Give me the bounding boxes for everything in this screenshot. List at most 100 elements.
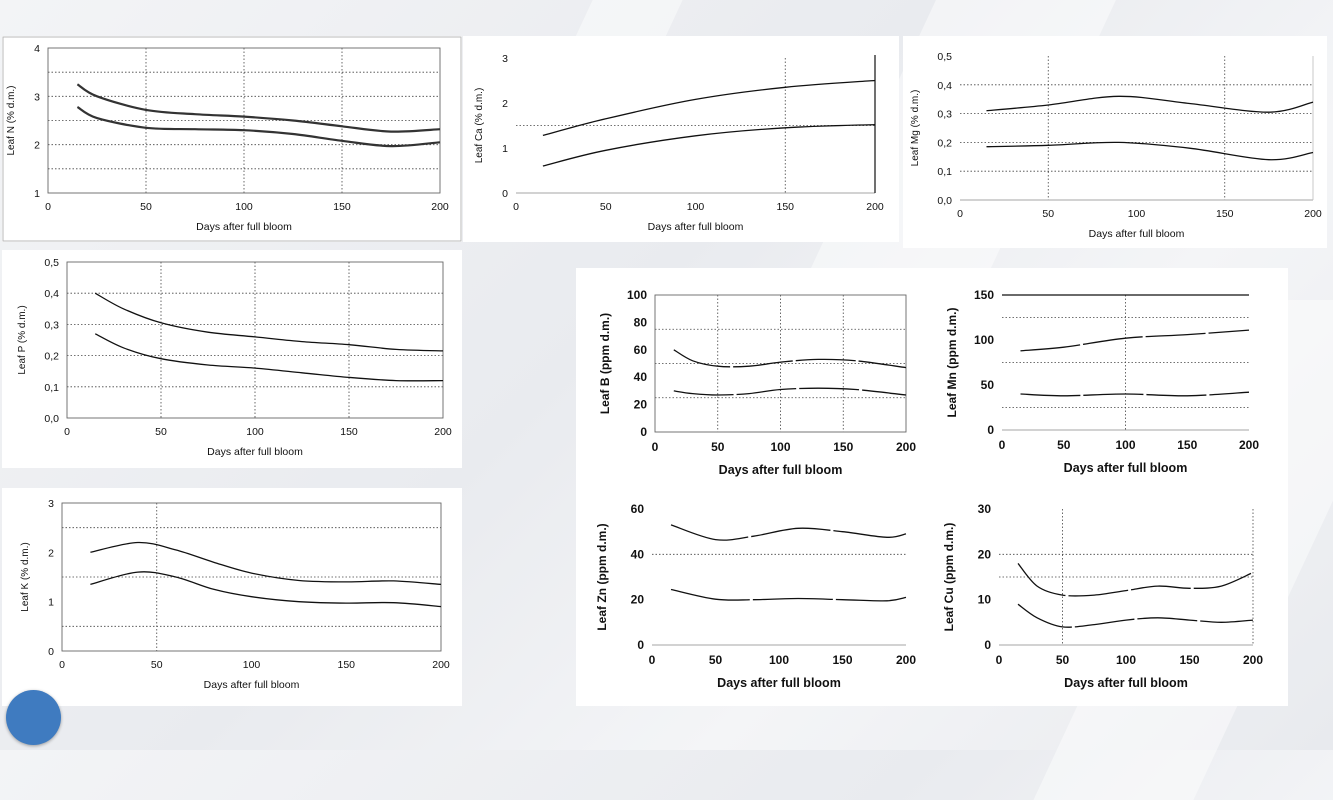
chart-frame	[2, 36, 462, 242]
x-tick-label: 0	[652, 440, 659, 454]
panel-mg: 0,0 0,1 0,2 0,3 0,4 0,5 0 50 100 150 200 Days after…	[903, 36, 1327, 248]
y-axis-label: Leaf Ca (% d.m.)	[474, 88, 485, 164]
x-tick-label: 50	[155, 426, 167, 438]
x-tick-label: 200	[434, 426, 452, 438]
x-axis-label: Days after full bloom	[1064, 461, 1188, 475]
plot-border	[654, 294, 907, 433]
plot-border	[47, 47, 441, 194]
y-tick-label: 3	[48, 498, 54, 510]
x-tick-label: 150	[1177, 438, 1197, 452]
y-tick-label: 0,2	[937, 137, 952, 149]
x-tick-label: 150	[832, 653, 852, 667]
x-tick-label: 50	[711, 440, 725, 454]
chart-leaf-n: 1 2 3 4 0 50 100 150 200 Days after full bloom Lea…	[2, 36, 462, 242]
series-upper-limit	[986, 95, 1314, 113]
x-tick-label: 100	[1115, 438, 1135, 452]
y-tick-label: 0,0	[937, 195, 952, 207]
panel-n: 1 2 3 4 0 50 100 150 200 Days after full bloom Lea…	[2, 36, 462, 242]
series-lower-limit	[670, 588, 907, 602]
x-tick-label: 200	[896, 440, 916, 454]
y-axis-label: Leaf Zn (ppm d.m.)	[595, 523, 609, 630]
y-tick-label: 150	[974, 288, 994, 302]
x-tick-label: 0	[999, 438, 1006, 452]
y-axis-label: Leaf B (ppm d.m.)	[598, 313, 612, 414]
chart-leaf-mn: 0 50 100 150 0 50 100 150 200 Days after full blo…	[945, 288, 1259, 475]
x-axis-label: Days after full bloom	[1064, 676, 1188, 690]
y-tick-label: 0,4	[937, 80, 952, 92]
x-axis-label: Days after full bloom	[648, 221, 744, 233]
x-tick-label: 200	[1243, 653, 1263, 667]
x-tick-label: 150	[1179, 653, 1199, 667]
y-tick-label: 0	[987, 423, 994, 437]
series-upper-limit	[542, 79, 876, 137]
panel-ca: 0 1 2 3 0 50 100 150 200 Days after full bloom Lea…	[463, 36, 899, 242]
y-tick-label: 20	[634, 398, 648, 412]
y-tick-label: 1	[48, 597, 54, 609]
chart-leaf-k: 0 1 2 3 0 50 100 150 200 Days after full bloom Lea…	[20, 498, 450, 691]
y-tick-label: 1	[502, 143, 508, 155]
y-tick-label: 2	[48, 547, 54, 559]
y-tick-label: 0,2	[44, 351, 59, 363]
series-upper-limit	[90, 541, 442, 586]
y-tick-label: 0	[48, 646, 54, 658]
series-upper-limit	[670, 524, 907, 541]
x-tick-label: 0	[996, 653, 1003, 667]
y-tick-label: 0	[637, 638, 644, 652]
y-tick-label: 0,4	[44, 288, 59, 300]
x-tick-label: 0	[59, 659, 65, 671]
panel-p: 0,0 0,1 0,2 0,3 0,4 0,5 0 50 100 150 200 Days after…	[2, 250, 462, 468]
y-axis-label: Leaf N (% d.m.)	[6, 85, 17, 155]
slide-accent-circle	[6, 690, 61, 745]
y-axis-label: Leaf Mg (% d.m.)	[910, 90, 921, 167]
y-tick-label: 1	[34, 188, 40, 200]
x-tick-label: 200	[432, 659, 450, 671]
y-tick-label: 0	[640, 425, 647, 439]
panel-micronutrients: 0 20 40 60 80 100 0 50 100 150 200 Days after full …	[576, 268, 1288, 706]
series-lower-limit	[673, 387, 907, 396]
x-axis-label: Days after full bloom	[196, 221, 292, 233]
x-tick-label: 100	[770, 440, 790, 454]
x-tick-label: 0	[45, 201, 51, 213]
x-axis-label: Days after full bloom	[717, 676, 841, 690]
y-tick-label: 0,3	[937, 109, 952, 121]
x-axis-label: Days after full bloom	[207, 446, 303, 458]
chart-leaf-p: 0,0 0,1 0,2 0,3 0,4 0,5 0 50 100 150 200 Days after…	[17, 257, 452, 458]
y-tick-label: 100	[627, 288, 647, 302]
x-tick-label: 50	[709, 653, 723, 667]
y-tick-label: 60	[631, 502, 645, 516]
x-tick-label: 150	[833, 440, 853, 454]
x-tick-label: 100	[1116, 653, 1136, 667]
x-tick-label: 200	[866, 201, 884, 213]
y-tick-label: 0,5	[937, 51, 952, 63]
series-upper-limit	[1020, 329, 1250, 352]
series-lower-limit	[90, 571, 442, 608]
x-tick-label: 0	[64, 426, 70, 438]
chart-leaf-ca: 0 1 2 3 0 50 100 150 200 Days after full bloom Lea…	[474, 53, 884, 233]
x-axis-label: Days after full bloom	[1089, 228, 1185, 240]
y-tick-label: 2	[34, 140, 40, 152]
x-axis-label: Days after full bloom	[204, 679, 300, 691]
y-axis-label: Leaf K (% d.m.)	[20, 542, 31, 611]
x-tick-label: 0	[513, 201, 519, 213]
series-lower-limit	[542, 123, 876, 167]
y-tick-label: 0,5	[44, 257, 59, 269]
series-lower-limit	[1020, 391, 1250, 397]
x-tick-label: 0	[649, 653, 656, 667]
chart-leaf-b: 0 20 40 60 80 100 0 50 100 150 200 Days after full …	[598, 288, 916, 477]
y-tick-label: 0,1	[44, 382, 59, 394]
x-tick-label: 150	[337, 659, 355, 671]
y-tick-label: 50	[981, 378, 995, 392]
chart-leaf-zn: 0 20 40 60 0 50 100 150 200 Days after full bloom…	[595, 502, 916, 690]
x-axis-label: Days after full bloom	[719, 463, 843, 477]
series-lower-limit	[986, 141, 1314, 161]
series-upper-limit	[673, 349, 907, 369]
plot-border	[66, 261, 444, 419]
x-tick-label: 100	[243, 659, 261, 671]
x-tick-label: 50	[600, 201, 612, 213]
x-tick-label: 100	[235, 201, 253, 213]
y-tick-label: 0,3	[44, 319, 59, 331]
x-tick-label: 50	[1056, 653, 1070, 667]
y-tick-label: 3	[34, 91, 40, 103]
y-tick-label: 0	[984, 638, 991, 652]
y-tick-label: 3	[502, 53, 508, 65]
